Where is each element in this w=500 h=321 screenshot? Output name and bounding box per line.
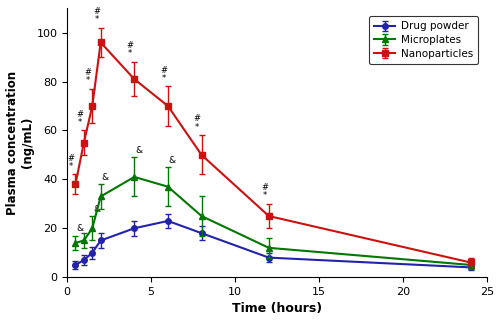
Text: #
*: # *: [160, 65, 167, 83]
Text: &: &: [135, 146, 142, 155]
Text: &: &: [93, 204, 100, 213]
X-axis label: Time (hours): Time (hours): [232, 302, 322, 316]
Text: #
*: # *: [68, 153, 75, 171]
Text: &: &: [102, 173, 108, 182]
Legend: Drug powder, Microplates, Nanoparticles: Drug powder, Microplates, Nanoparticles: [370, 16, 478, 64]
Text: #
*: # *: [84, 68, 91, 85]
Text: #
*: # *: [126, 41, 134, 58]
Text: #
*: # *: [194, 114, 201, 132]
Text: #
*: # *: [76, 109, 83, 127]
Y-axis label: Plasma concentration
(ng/mL): Plasma concentration (ng/mL): [6, 71, 34, 215]
Text: &: &: [168, 156, 175, 165]
Text: #
*: # *: [93, 7, 100, 24]
Text: #
*: # *: [261, 183, 268, 200]
Text: &: &: [76, 224, 83, 233]
